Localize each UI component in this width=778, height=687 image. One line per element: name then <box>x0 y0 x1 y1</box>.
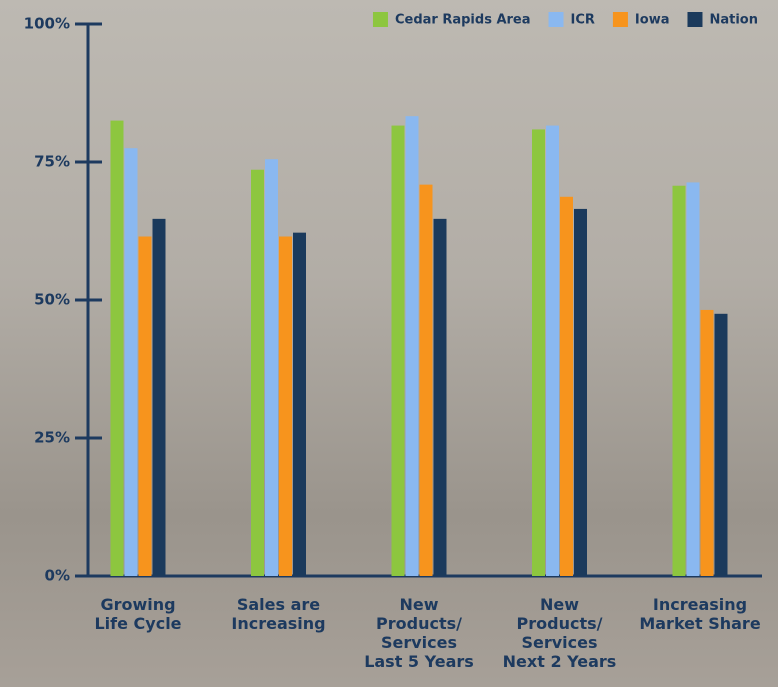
legend-swatch <box>612 12 628 27</box>
y-tick-label: 75% <box>34 153 70 171</box>
x-tick-label: New Products/ Services Last 5 Years <box>364 595 474 671</box>
x-tick-label: Increasing Market Share <box>639 595 761 633</box>
bar <box>546 125 559 577</box>
legend-label: Iowa <box>635 13 670 28</box>
y-tick-label: 50% <box>34 291 70 309</box>
y-tick-label: 0% <box>45 567 70 585</box>
x-tick-label: Growing Life Cycle <box>94 595 182 633</box>
bar <box>138 236 152 576</box>
bar <box>265 159 278 577</box>
legend-swatch <box>548 12 564 27</box>
legend-swatch <box>372 12 388 27</box>
x-tick-label: New Products/ Services Next 2 Years <box>502 595 617 671</box>
bar <box>532 129 545 576</box>
legend-swatch <box>687 12 703 27</box>
legend-label: Nation <box>709 13 758 28</box>
bar <box>279 236 292 576</box>
bar <box>124 148 138 576</box>
legend-label: Cedar Rapids Area <box>395 13 531 28</box>
y-tick-label: 25% <box>34 429 70 447</box>
bar <box>433 218 447 576</box>
bar <box>419 184 433 576</box>
bar <box>152 218 166 576</box>
bar <box>293 232 306 576</box>
bar <box>700 309 714 576</box>
bar <box>714 313 728 576</box>
bar <box>391 125 405 577</box>
bar <box>574 208 587 577</box>
bar <box>672 185 686 576</box>
legend-label: ICR <box>571 13 595 28</box>
bar <box>560 196 573 576</box>
bar <box>686 182 700 576</box>
bar <box>110 120 124 576</box>
bar <box>251 169 264 576</box>
x-tick-label: Sales are Increasing <box>231 595 326 633</box>
bar <box>405 116 419 577</box>
y-tick-label: 100% <box>24 15 70 33</box>
